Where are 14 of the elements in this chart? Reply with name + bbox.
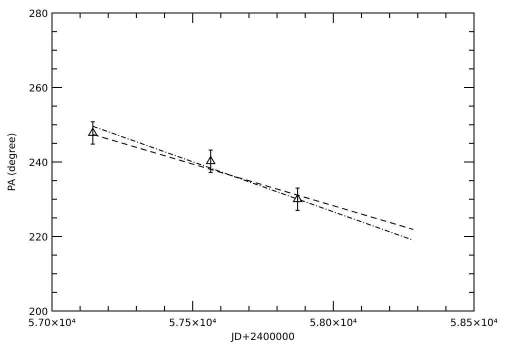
y-tick-label: 280 bbox=[28, 9, 48, 20]
x-tick-label: 5.85×10⁴ bbox=[450, 318, 498, 329]
x-tick-label: 5.80×10⁴ bbox=[310, 318, 358, 329]
x-tick-label: 5.75×10⁴ bbox=[168, 318, 216, 329]
x-tick-label: 5.70×10⁴ bbox=[28, 318, 76, 329]
point bbox=[292, 194, 302, 202]
y-axis-title: PA (degree) bbox=[7, 132, 18, 192]
point bbox=[88, 128, 98, 136]
y-tick-label: 240 bbox=[28, 158, 48, 169]
y-tick-label: 200 bbox=[28, 307, 48, 318]
x-axis-title: JD+2400000 bbox=[230, 332, 295, 343]
y-tick-label: 260 bbox=[28, 84, 48, 94]
point bbox=[206, 156, 216, 164]
y-tick-label: 220 bbox=[28, 232, 48, 244]
